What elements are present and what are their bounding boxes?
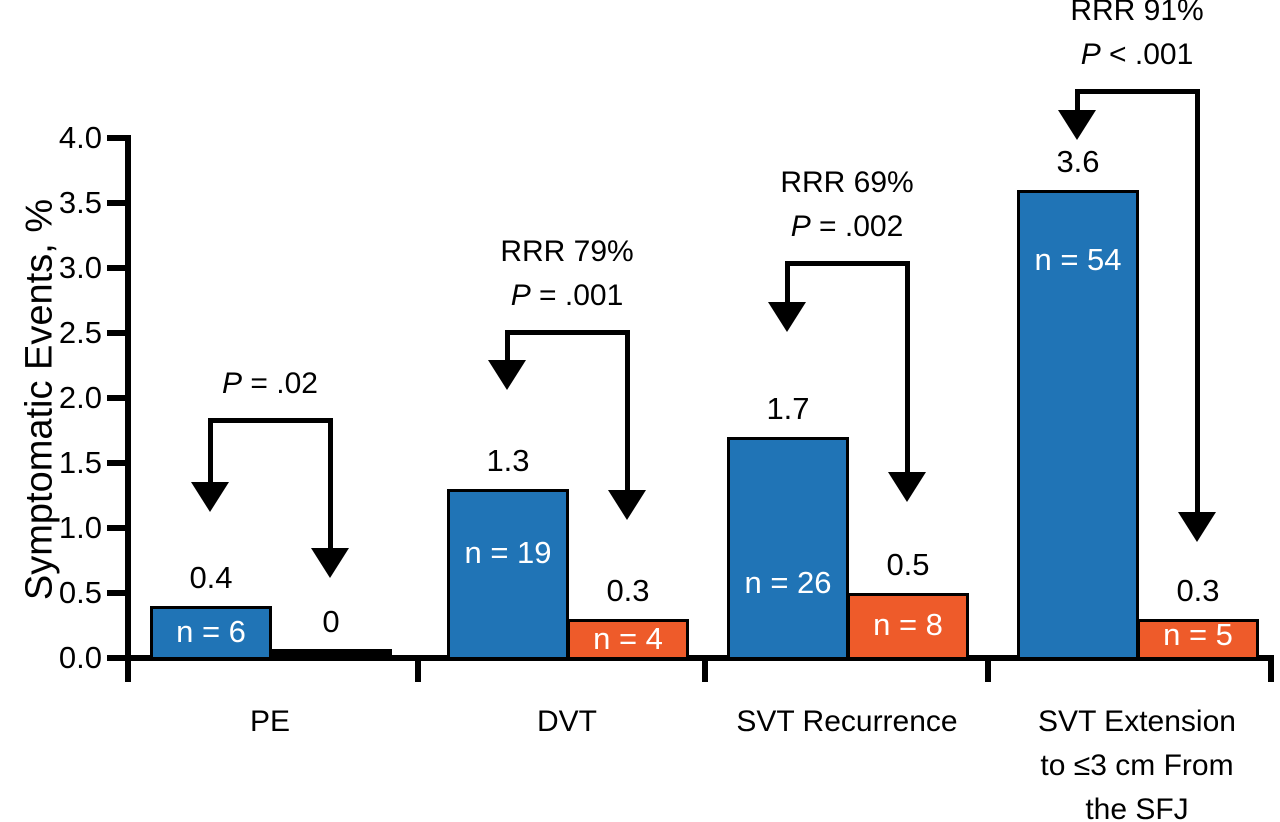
x-category-label-line: DVT	[537, 705, 597, 738]
x-category-label-line: SVT Recurrence	[736, 705, 958, 738]
comparison-bracket-vertical	[785, 261, 790, 306]
x-category-label: PE	[110, 700, 430, 744]
comparison-bracket-horizontal	[208, 418, 332, 423]
bar-svt-extension-orange	[1137, 619, 1259, 660]
bar-value-label: 0	[322, 604, 340, 639]
p-value-label: P = .02	[222, 367, 318, 400]
y-axis-tick-label: 0.5	[58, 575, 102, 610]
p-value-label: P = .002	[790, 210, 904, 243]
rrr-label: RRR 69%	[780, 166, 914, 199]
y-axis-tick-label: 0.0	[58, 640, 102, 675]
rrr-label: RRR 79%	[500, 235, 634, 268]
comparison-bracket-horizontal	[1075, 89, 1199, 94]
bar-n-label: n = 26	[744, 565, 832, 600]
down-arrow-icon	[1058, 110, 1096, 140]
y-axis-line	[125, 135, 131, 682]
down-arrow-icon	[488, 360, 526, 390]
bar-n-label: n = 19	[464, 535, 552, 570]
y-axis-tick-label: 2.5	[58, 315, 102, 350]
x-category-label-line: SVT Extension	[1038, 705, 1236, 738]
x-category-label-line: the SFJ	[1085, 793, 1189, 822]
bar-pe-blue	[150, 606, 272, 660]
y-axis-tick	[107, 265, 131, 271]
x-axis-group-tick	[702, 658, 708, 682]
down-arrow-icon	[608, 490, 646, 520]
y-axis-tick-label: 3.5	[58, 185, 102, 220]
y-axis-tick	[107, 525, 131, 531]
bar-svt-extension-blue	[1017, 190, 1139, 660]
bar-value-label: 1.7	[766, 391, 810, 426]
y-axis-tick-label: 2.0	[58, 380, 102, 415]
y-axis-tick	[107, 330, 131, 336]
comparison-bracket-vertical	[905, 261, 910, 476]
bar-dvt-orange	[567, 619, 689, 660]
bar-value-label: 0.3	[1176, 573, 1220, 608]
bar-value-label: 3.6	[1056, 144, 1100, 179]
y-axis-tick	[107, 460, 131, 466]
bar-svt-recurrence-blue	[727, 437, 849, 660]
x-axis-group-tick	[415, 658, 421, 682]
comparison-bracket-horizontal	[505, 330, 629, 335]
x-category-label: SVT Recurrence	[687, 700, 1007, 744]
bar-value-label: 1.3	[486, 443, 530, 478]
p-value-label: P < .001	[1080, 38, 1194, 71]
bar-value-label: 0.4	[189, 560, 233, 595]
comparison-bracket-horizontal	[785, 261, 909, 266]
y-axis-tick-label: 3.0	[58, 250, 102, 285]
y-axis-tick-label: 1.5	[58, 445, 102, 480]
comparison-bracket-vertical	[1075, 89, 1080, 114]
y-axis-tick	[107, 200, 131, 206]
bar-dvt-blue	[447, 489, 569, 660]
stat-annotation: RRR 91% P < .001	[967, 0, 1280, 77]
bar-n-label: n = 5	[1163, 617, 1233, 652]
stat-annotation: P = .02	[100, 362, 440, 406]
bar-n-label: n = 8	[873, 607, 943, 642]
x-category-label-line: to ≤3 cm From	[1040, 749, 1234, 782]
zero-bar	[270, 649, 392, 655]
x-axis-group-tick	[985, 658, 991, 682]
x-axis-group-tick	[125, 658, 131, 682]
down-arrow-icon	[191, 482, 229, 512]
x-category-label: DVT	[407, 700, 727, 744]
y-axis-tick-label: 1.0	[58, 510, 102, 545]
comparison-bracket-vertical	[1195, 89, 1200, 516]
rrr-label: RRR 91%	[1070, 0, 1204, 27]
bar-svt-recurrence-orange	[847, 593, 969, 660]
bar-n-label: n = 6	[176, 614, 246, 649]
bar-value-label: 0.5	[886, 547, 930, 582]
bar-n-label: n = 54	[1034, 242, 1122, 277]
down-arrow-icon	[888, 472, 926, 502]
y-axis-tick	[107, 590, 131, 596]
x-axis-line	[107, 655, 1274, 661]
down-arrow-icon	[768, 302, 806, 332]
bar-n-label: n = 4	[593, 621, 663, 656]
comparison-bracket-vertical	[208, 418, 213, 486]
stat-annotation: RRR 69% P = .002	[677, 161, 1017, 249]
x-category-label: SVT Extension to ≤3 cm From the SFJ	[977, 700, 1280, 822]
stat-annotation: RRR 79% P = .001	[397, 230, 737, 318]
y-axis-tick-label: 4.0	[58, 120, 102, 155]
down-arrow-icon	[311, 548, 349, 578]
comparison-bracket-vertical	[625, 330, 630, 494]
x-category-label-line: PE	[249, 705, 291, 738]
y-axis-tick	[107, 395, 131, 401]
y-axis-tick	[107, 135, 131, 141]
x-axis-group-tick	[1268, 658, 1274, 682]
bar-value-label: 0.3	[606, 573, 650, 608]
comparison-bracket-vertical	[505, 330, 510, 364]
comparison-bracket-vertical	[328, 418, 333, 552]
p-value-label: P = .001	[510, 279, 624, 312]
down-arrow-icon	[1178, 512, 1216, 542]
